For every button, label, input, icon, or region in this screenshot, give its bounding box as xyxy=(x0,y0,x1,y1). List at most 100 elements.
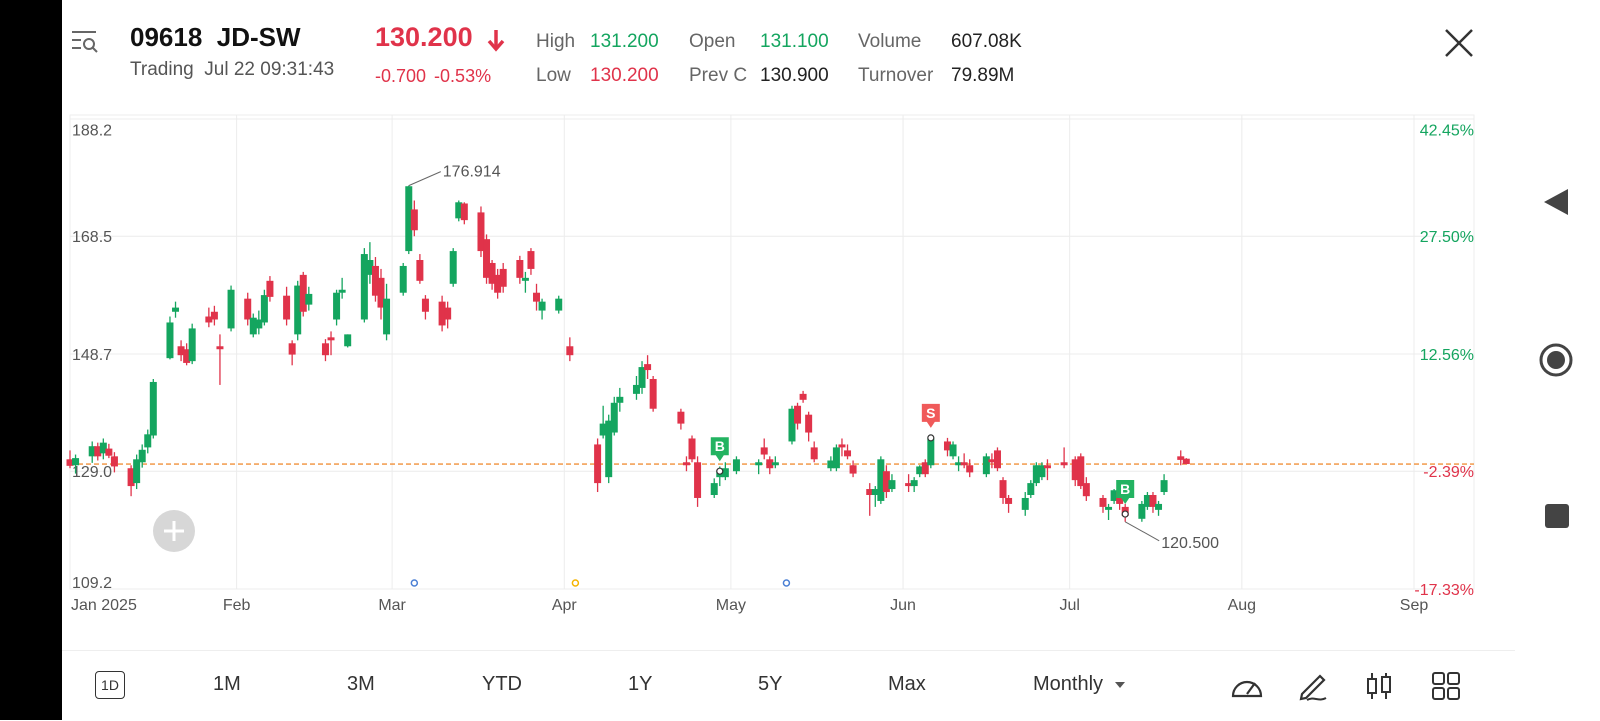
candle-body xyxy=(927,438,935,466)
event-dot[interactable] xyxy=(410,579,419,587)
candle-body xyxy=(1005,497,1013,504)
candle-body xyxy=(616,396,624,403)
buy-signal-label: B xyxy=(1120,481,1130,497)
plus-icon xyxy=(164,521,184,541)
candle-body xyxy=(794,405,802,424)
stock-code: 09618 xyxy=(130,22,203,52)
x-tick-label: Jul xyxy=(1059,597,1079,614)
candle-body xyxy=(1027,483,1035,495)
candle-body xyxy=(760,447,768,455)
candle-body xyxy=(605,420,613,478)
prevc-label: Prev C xyxy=(689,65,748,86)
candle-body xyxy=(1077,456,1085,487)
plus-button[interactable] xyxy=(153,510,195,552)
x-tick-label: Apr xyxy=(552,597,578,614)
candle-body xyxy=(766,459,774,469)
candle-body xyxy=(1038,465,1046,478)
candle-body xyxy=(943,441,951,451)
candle-body xyxy=(1110,490,1118,501)
candle-body xyxy=(416,260,424,281)
status-text: Trading xyxy=(130,59,194,80)
candle-body xyxy=(144,434,152,448)
candle-body xyxy=(721,468,729,478)
candle-body xyxy=(344,334,352,347)
grid-icon[interactable] xyxy=(1428,669,1464,703)
change-percent: -0.53% xyxy=(434,66,492,86)
tab-max[interactable]: Max xyxy=(888,673,926,695)
candle-body xyxy=(844,450,852,457)
candle-body xyxy=(827,460,835,469)
candle-body xyxy=(127,468,135,487)
high-value: 131.200 xyxy=(590,31,659,52)
candle-body xyxy=(377,277,385,308)
speedometer-icon[interactable] xyxy=(1229,669,1265,703)
signal-badge[interactable] xyxy=(1116,480,1135,505)
candle-body xyxy=(649,378,657,409)
event-dot[interactable] xyxy=(571,579,580,587)
open-value: 131.100 xyxy=(760,31,829,52)
volume-label: Volume xyxy=(858,31,922,52)
candle-body xyxy=(871,489,879,495)
candle-body xyxy=(133,459,141,484)
candle-body xyxy=(1149,495,1157,507)
candle-body xyxy=(955,462,963,466)
bottom-toolbar: 1D 1M 3M YTD 1Y 5Y Max Monthly xyxy=(62,650,1515,721)
tab-3m[interactable]: 3M xyxy=(347,673,375,695)
tab-5y[interactable]: 5Y xyxy=(758,673,783,695)
candle-body xyxy=(455,202,463,219)
high-label: High xyxy=(536,31,576,52)
candle-body xyxy=(227,289,235,329)
candle-body xyxy=(183,349,191,363)
back-triangle-icon[interactable] xyxy=(1542,187,1570,217)
tab-1y[interactable]: 1Y xyxy=(628,673,653,695)
signal-badge[interactable] xyxy=(710,437,729,462)
caret-down-icon xyxy=(1114,682,1125,688)
max-leader-line xyxy=(408,171,441,187)
candle-body xyxy=(1160,480,1168,493)
system-nav-rail xyxy=(1515,0,1600,720)
candle-body xyxy=(366,260,374,275)
min-value-label: 120.500 xyxy=(1161,535,1219,552)
home-circle-icon[interactable] xyxy=(1538,342,1574,378)
period-dropdown[interactable]: Monthly xyxy=(1033,673,1127,696)
buy-signal-label: B xyxy=(715,438,725,454)
candle-body xyxy=(483,239,491,278)
square-icon[interactable] xyxy=(1544,503,1570,529)
candle-body xyxy=(438,301,446,326)
candle-body xyxy=(594,444,602,484)
candle-body xyxy=(294,285,302,335)
candle-body xyxy=(105,448,113,456)
candle-body xyxy=(527,251,535,269)
candle-body xyxy=(255,319,263,329)
pen-icon[interactable] xyxy=(1295,669,1331,703)
candlestick-chart[interactable]: 188.2 42.45% 168.5 27.50% 148.7 12.56% 129.0 -2… xyxy=(62,105,1515,650)
x-tick-label: Jun xyxy=(890,597,916,614)
candle-body xyxy=(210,311,218,320)
candle-body xyxy=(494,274,502,293)
low-label: Low xyxy=(536,65,571,86)
candle-body xyxy=(149,381,157,436)
close-icon[interactable] xyxy=(1442,26,1476,60)
candle-body xyxy=(710,483,718,495)
candle-body xyxy=(205,316,213,323)
signal-badge[interactable] xyxy=(921,403,940,428)
candle-body xyxy=(1155,503,1163,510)
x-tick-label: Sep xyxy=(1400,597,1429,614)
y-tick-label: 168.5 xyxy=(72,229,112,246)
tab-ytd[interactable]: YTD xyxy=(482,673,522,695)
turnover-value: 79.89M xyxy=(951,65,1015,86)
candle-body xyxy=(72,458,80,466)
tab-1d[interactable]: 1D xyxy=(95,671,125,699)
candle-body xyxy=(338,289,346,293)
tab-1m[interactable]: 1M xyxy=(213,673,241,695)
candle-body xyxy=(516,260,524,278)
candle-body xyxy=(177,346,185,356)
candle-body xyxy=(410,209,418,231)
candlestick-icon[interactable] xyxy=(1361,669,1397,703)
candle-body xyxy=(638,367,646,388)
candle-body xyxy=(421,298,429,312)
search-list-icon[interactable] xyxy=(70,27,100,55)
candle-body xyxy=(916,466,924,475)
candle-body xyxy=(644,364,652,371)
event-dot[interactable] xyxy=(782,579,791,587)
